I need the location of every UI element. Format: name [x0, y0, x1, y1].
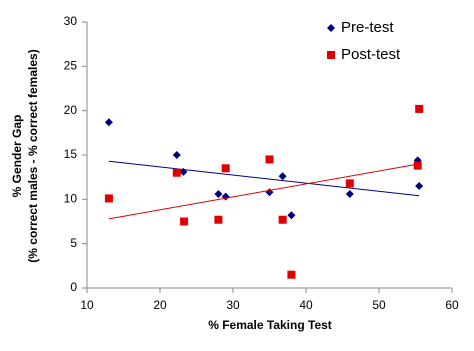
point	[345, 190, 354, 199]
x-tick-label: 20	[153, 298, 167, 312]
x-tick-label: 10	[80, 298, 94, 312]
point	[214, 215, 223, 224]
legend-marker	[327, 51, 335, 59]
trend-line	[108, 160, 420, 197]
point	[221, 192, 230, 201]
legend-label: Post-test	[341, 46, 401, 63]
point	[104, 194, 113, 203]
legend-marker	[327, 24, 335, 32]
point	[287, 211, 296, 220]
y-axis-label: % Gender Gap	[10, 115, 24, 198]
x-tick-label: 60	[445, 298, 459, 312]
x-axis-label: % Female Taking Test	[208, 318, 332, 332]
y-axis-label: (% correct males - % correct females)	[26, 49, 40, 262]
point	[415, 182, 424, 191]
point	[413, 161, 422, 170]
point	[278, 215, 287, 224]
y-tick-label: 30	[64, 14, 78, 28]
y-tick-label: 25	[64, 59, 78, 73]
x-tick-label: 50	[372, 298, 386, 312]
y-tick-label: 0	[70, 280, 77, 294]
point	[179, 167, 188, 176]
point	[415, 104, 424, 113]
y-tick-label: 10	[64, 192, 78, 206]
y-tick-label: 5	[70, 236, 77, 250]
legend-label: Pre-test	[341, 19, 394, 36]
point	[278, 172, 287, 181]
point	[221, 164, 230, 173]
point	[104, 118, 113, 127]
point	[172, 168, 181, 177]
point	[287, 270, 296, 279]
y-tick-label: 20	[64, 103, 78, 117]
point	[265, 155, 274, 164]
y-tick-label: 15	[64, 147, 78, 161]
point	[345, 179, 354, 188]
point	[172, 151, 181, 159]
point	[180, 217, 189, 226]
x-tick-label: 30	[226, 298, 240, 312]
trend-line	[108, 163, 420, 220]
point	[214, 190, 223, 199]
x-tick-label: 40	[299, 298, 313, 312]
